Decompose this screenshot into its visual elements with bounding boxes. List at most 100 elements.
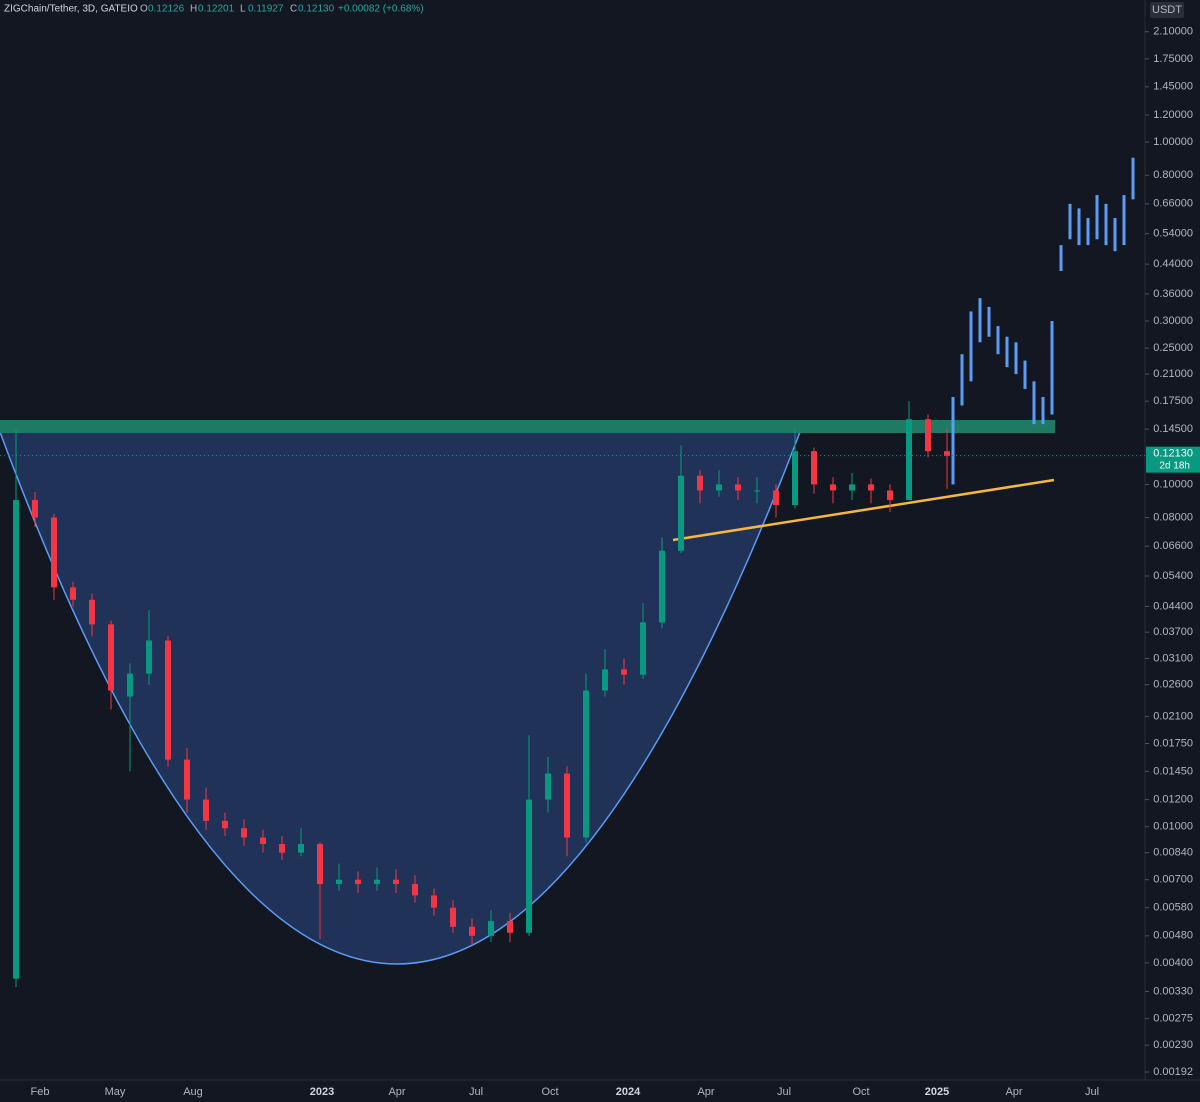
y-tick-label: 0.66000: [1153, 198, 1193, 210]
y-tick-label: 1.45000: [1153, 81, 1193, 93]
x-tick-label: Jul: [777, 1086, 791, 1098]
y-tick-label: 0.01450: [1153, 765, 1193, 777]
x-tick-label: Apr: [697, 1086, 714, 1098]
candle-body: [393, 879, 399, 885]
candle-body: [260, 837, 266, 845]
y-tick-label: 0.00840: [1153, 847, 1193, 859]
x-tick-label: Apr: [1005, 1086, 1022, 1098]
candle-body: [412, 884, 418, 896]
currency: USDT: [1152, 4, 1182, 16]
y-tick-label: 0.00275: [1153, 1013, 1193, 1025]
projection-bar: [1086, 217, 1090, 246]
projection-bar: [1104, 203, 1108, 246]
candle-body: [317, 844, 323, 885]
x-tick-label: Jul: [1085, 1086, 1099, 1098]
x-tick-label: Oct: [852, 1086, 869, 1098]
projection-bar: [1131, 157, 1135, 200]
candle-body: [146, 640, 152, 674]
y-tick-label: 0.03700: [1153, 626, 1193, 638]
price-axis: USDT 2.10000 1.75000 1.45000 1.20000 1.00000…: [1145, 2, 1193, 1078]
projection-bar: [951, 396, 955, 485]
candle-body: [279, 844, 285, 853]
candle-body: [203, 799, 209, 821]
candle-body: [355, 879, 361, 885]
y-tick-label: 0.06600: [1153, 540, 1193, 552]
candle-body: [127, 673, 133, 697]
candle-body: [754, 490, 760, 492]
trend-line: [672, 478, 1055, 542]
candle-body: [32, 500, 38, 518]
candle-body: [792, 451, 798, 506]
ohlc-value: 0.12126: [148, 4, 185, 15]
y-tick-label: 0.80000: [1153, 169, 1193, 181]
resistance-zone: [0, 420, 1055, 433]
y-tick-label: 0.00330: [1153, 985, 1193, 997]
candle-body: [70, 587, 76, 600]
y-tick-label: 0.54000: [1153, 228, 1193, 240]
projection-bar: [1095, 195, 1099, 240]
projection-bar: [1041, 396, 1045, 425]
x-tick-label: Oct: [541, 1086, 558, 1098]
currency-box: [1150, 2, 1184, 18]
ohlc-label: H: [190, 4, 197, 15]
y-tick-label: 1.20000: [1153, 109, 1193, 121]
candle-body: [887, 490, 893, 501]
x-tick-label: Feb: [31, 1086, 50, 1098]
projection-bar: [1059, 245, 1063, 272]
candle-body: [640, 622, 646, 675]
y-tick-label: 0.00700: [1153, 874, 1193, 886]
ohlc-label: L: [240, 4, 246, 15]
y-tick-label: 0.21000: [1153, 368, 1193, 380]
y-tick-label: 0.00580: [1153, 902, 1193, 914]
y-tick-label: 1.75000: [1153, 53, 1193, 65]
x-tick-label: Aug: [183, 1086, 203, 1098]
candle-body: [89, 599, 95, 625]
candle-body: [944, 451, 950, 456]
candle-body: [241, 828, 247, 838]
candle-body: [735, 484, 741, 491]
candle-body: [507, 921, 513, 933]
y-tick-label: 0.01750: [1153, 737, 1193, 749]
candle-body: [51, 517, 57, 588]
candle-body: [621, 669, 627, 675]
ohlc-label: C: [290, 4, 297, 15]
x-tick-label: Jul: [469, 1086, 483, 1098]
ohlc-value: 0.11927: [248, 4, 284, 15]
y-tick-label: 0.01000: [1153, 821, 1193, 833]
candle-body: [184, 759, 190, 800]
y-tick-label: 0.17500: [1153, 395, 1193, 407]
y-tick-label: 0.25000: [1153, 342, 1193, 354]
legend: ZIGChain/Tether, 3D, GATEIO O 0.12126 H 0.1…: [4, 4, 424, 15]
candle-body: [773, 490, 779, 506]
y-tick-label: 0.44000: [1153, 258, 1193, 270]
last-price-label: 0.12130: [1153, 448, 1193, 460]
candle-body: [849, 484, 855, 491]
y-tick-label: 0.30000: [1153, 315, 1193, 327]
y-tick-label: 0.08000: [1153, 511, 1193, 523]
candle-body: [222, 820, 228, 829]
countdown: 2d 18h: [1159, 460, 1190, 471]
candle-body: [165, 640, 171, 760]
candle-body: [13, 500, 19, 979]
projection-bar: [1023, 360, 1027, 389]
projection-bar: [960, 354, 964, 406]
x-tick-label: 2023: [310, 1086, 334, 1098]
candle-body: [545, 773, 551, 800]
y-tick-label: 0.04400: [1153, 600, 1193, 612]
projection-bar: [987, 306, 991, 337]
candle-body: [336, 879, 342, 885]
candles: [13, 401, 950, 988]
change: +0.00082 (+0.68%): [338, 4, 424, 15]
candle-body: [906, 419, 912, 501]
candle-body: [659, 550, 665, 623]
candle-body: [697, 475, 703, 491]
candle-body: [583, 690, 589, 838]
cup-pattern: [0, 431, 802, 965]
candle-body: [431, 895, 437, 908]
projection-bar: [1014, 342, 1018, 375]
y-tick-label: 0.05400: [1153, 570, 1193, 582]
projection-bar: [969, 311, 973, 382]
y-tick-label: 0.02100: [1153, 710, 1193, 722]
y-tick-label: 0.14500: [1153, 423, 1193, 435]
